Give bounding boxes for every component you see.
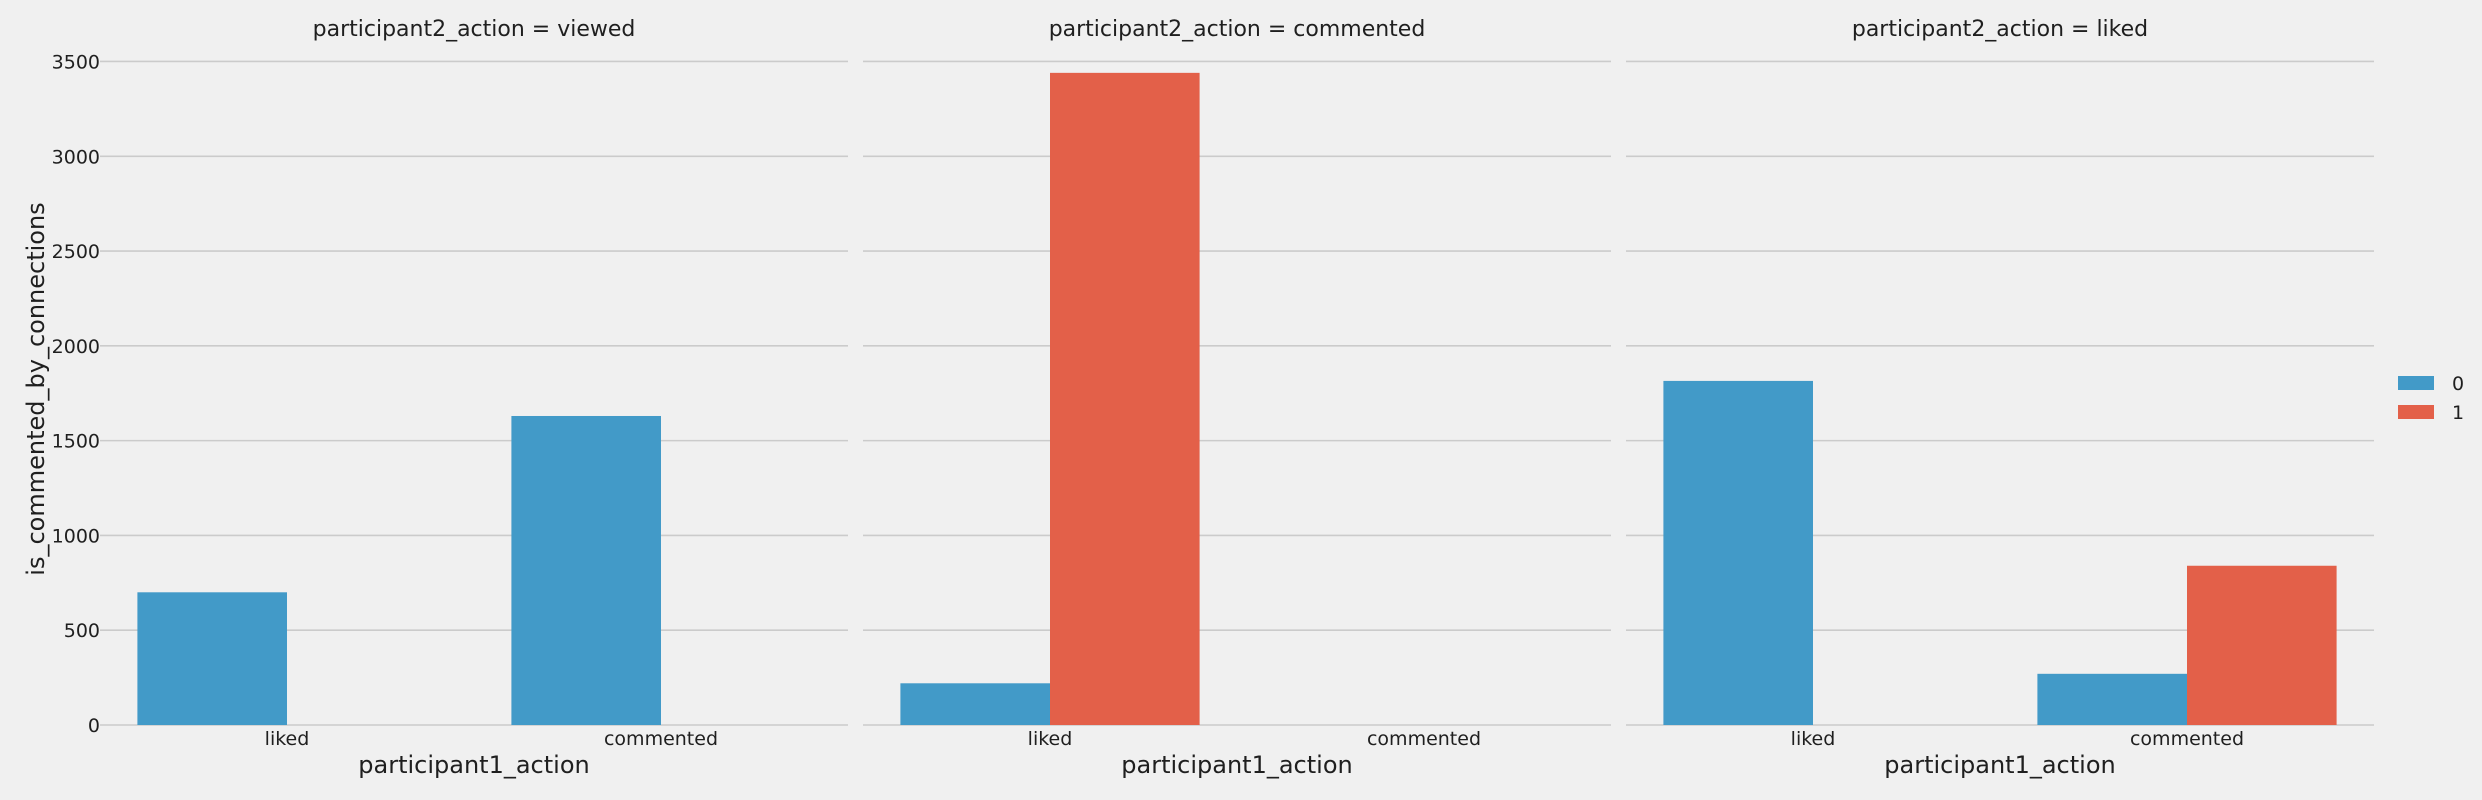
y-tick-label: 500 bbox=[64, 620, 100, 642]
y-axis-label: is_commented_by_connections bbox=[22, 202, 50, 575]
legend-label-1: 1 bbox=[2452, 402, 2464, 424]
panel-title: participant2_action = viewed bbox=[313, 17, 636, 42]
y-tick-label: 3000 bbox=[52, 146, 100, 168]
x-tick-label: liked bbox=[1028, 728, 1073, 750]
x-axis-label: participant1_action bbox=[1121, 751, 1352, 779]
x-axis-label: participant1_action bbox=[358, 751, 589, 779]
bar-commented-series-1 bbox=[2187, 565, 2337, 725]
panel-title: participant2_action = commented bbox=[1049, 17, 1426, 42]
x-tick-label: commented bbox=[2130, 728, 2244, 750]
y-tick-label: 0 bbox=[88, 715, 100, 737]
bar-commented-series-0 bbox=[511, 415, 661, 725]
bar-liked-series-0 bbox=[137, 592, 287, 725]
y-tick-label: 3500 bbox=[52, 51, 100, 73]
bar-liked-series-1 bbox=[1050, 72, 1200, 726]
x-axis-label: participant1_action bbox=[1884, 751, 2115, 779]
bar-commented-series-0 bbox=[2037, 673, 2187, 725]
bar-liked-series-0 bbox=[1663, 380, 1813, 725]
y-tick-label: 1500 bbox=[52, 431, 100, 453]
y-tick-label: 2000 bbox=[52, 336, 100, 358]
x-tick-label: liked bbox=[1791, 728, 1836, 750]
legend-label-0: 0 bbox=[2452, 373, 2464, 395]
x-tick-label: liked bbox=[265, 728, 310, 750]
bar-liked-series-0 bbox=[900, 683, 1050, 725]
y-tick-label: 1000 bbox=[52, 525, 100, 547]
y-tick-label: 2500 bbox=[52, 241, 100, 263]
legend-swatch-1 bbox=[2398, 405, 2434, 419]
legend-swatch-0 bbox=[2398, 376, 2434, 390]
x-tick-label: commented bbox=[604, 728, 718, 750]
x-tick-label: commented bbox=[1367, 728, 1481, 750]
panel-title: participant2_action = liked bbox=[1852, 17, 2148, 42]
